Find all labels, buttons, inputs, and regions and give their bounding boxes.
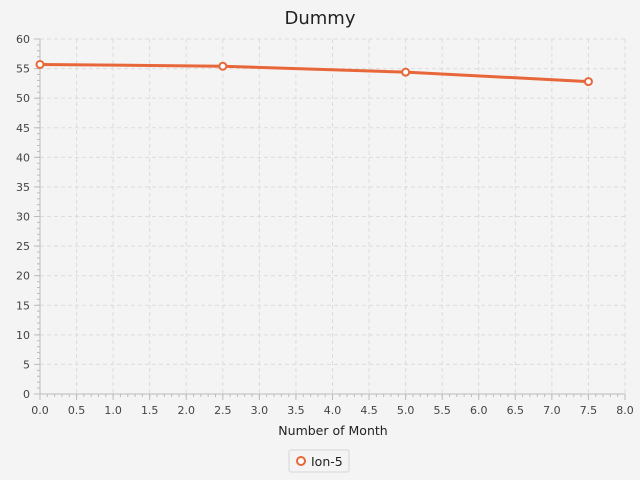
y-tick-label: 35 (16, 181, 30, 194)
y-tick-label: 30 (16, 211, 30, 224)
data-point (218, 61, 228, 71)
x-tick-label: 7.0 (543, 404, 561, 417)
legend[interactable]: Ion-5 (288, 449, 350, 473)
y-tick-label: 45 (16, 122, 30, 135)
x-tick-label: 3.5 (287, 404, 305, 417)
x-tick-label: 3.0 (251, 404, 269, 417)
x-tick-label: 0.0 (31, 404, 49, 417)
legend-marker-icon (296, 456, 306, 466)
y-tick-label: 20 (16, 270, 30, 283)
y-tick-label: 10 (16, 329, 30, 342)
x-axis-label: Number of Month (278, 423, 387, 438)
x-tick-label: 4.5 (360, 404, 378, 417)
grid-lines (39, 38, 626, 395)
x-tick-label: 8.0 (616, 404, 634, 417)
legend-item-label: Ion-5 (311, 454, 343, 469)
x-tick-label: 2.0 (178, 404, 196, 417)
x-tick-label: 7.5 (580, 404, 598, 417)
data-point (401, 67, 411, 77)
x-tick-label: 1.5 (141, 404, 159, 417)
y-tick-label: 15 (16, 299, 30, 312)
y-tick-label: 25 (16, 240, 30, 253)
y-tick-label: 5 (23, 358, 30, 371)
chart-title: Dummy (285, 8, 356, 29)
x-tick-label: 2.5 (214, 404, 232, 417)
x-tick-label: 5.5 (433, 404, 451, 417)
data-point (35, 59, 45, 69)
x-tick-label: 4.0 (324, 404, 342, 417)
y-tick-label: 40 (16, 151, 30, 164)
y-tick-label: 55 (16, 63, 30, 76)
x-tick-label: 5.0 (397, 404, 415, 417)
series-line (38, 62, 590, 84)
legend-box (288, 449, 350, 473)
y-tick-label: 60 (16, 33, 30, 46)
axes: 0.0 0.5 1.0 1.5 2.0 2.5 3.0 3.5 4.0 4.5 5.0 5.5 6.0 6… (16, 33, 634, 417)
x-tick-label: 1.0 (104, 404, 122, 417)
x-tick-label: 0.5 (68, 404, 86, 417)
x-tick-label: 6.5 (507, 404, 525, 417)
x-tick-label: 6.0 (470, 404, 488, 417)
series-layer (35, 59, 593, 87)
data-point (583, 77, 593, 87)
y-tick-label: 50 (16, 92, 30, 105)
y-tick-label: 0 (23, 388, 30, 401)
